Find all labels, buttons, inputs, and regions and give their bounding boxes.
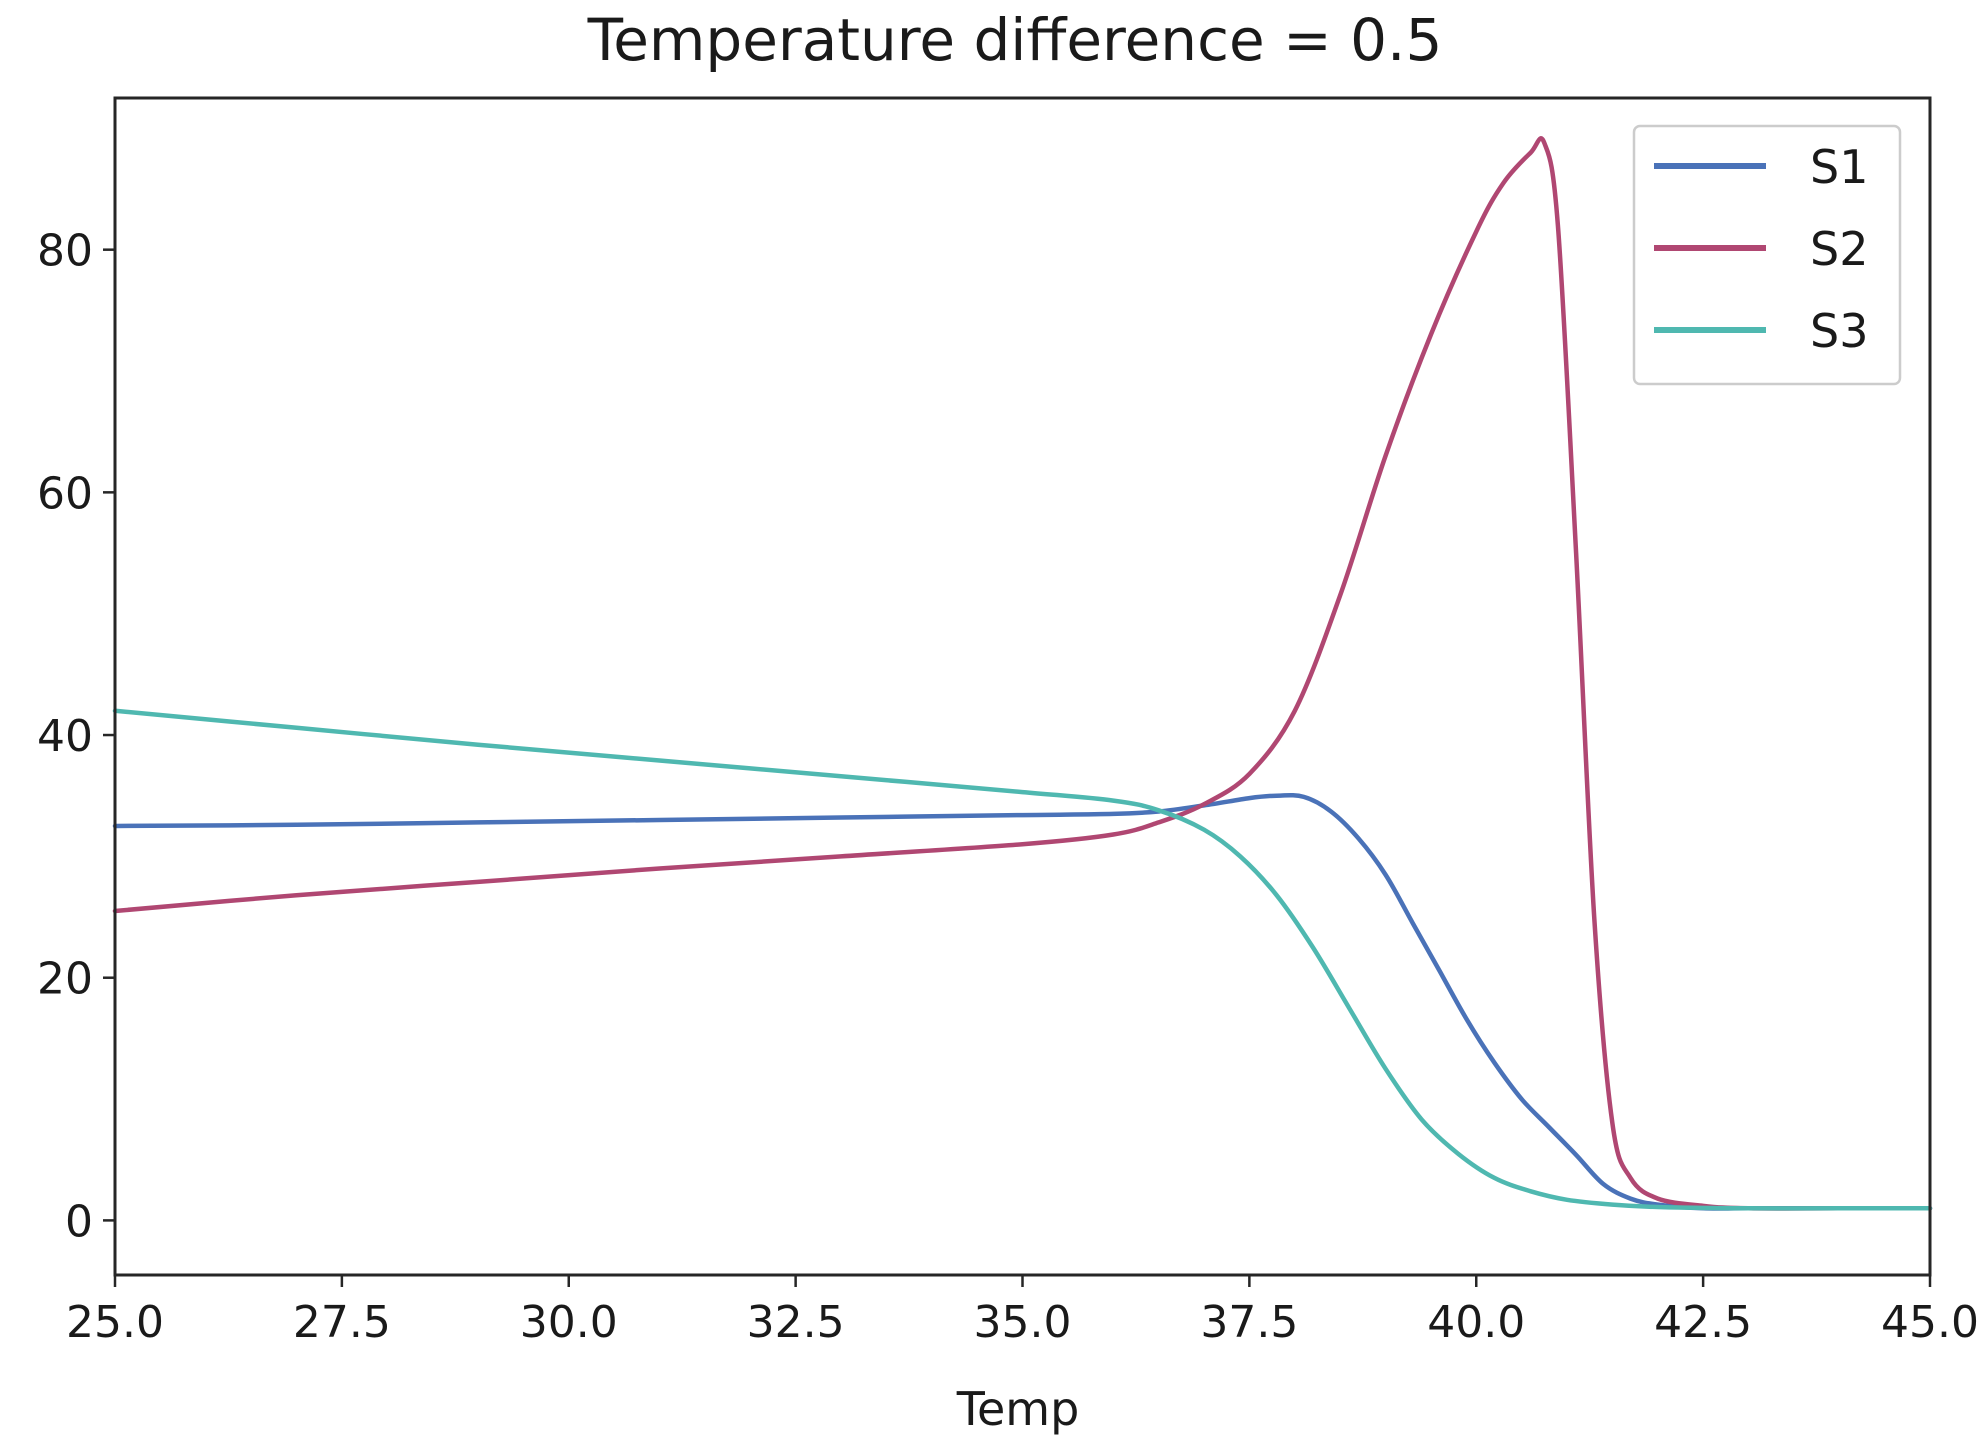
y-tick-label: 60 [37,468,93,519]
x-axis: 25.0 27.5 30.0 32.5 35.0 37.5 40.0 42.5 45.0 [66,1275,1979,1348]
chart-title: Temperature difference = 0.5 [587,6,1443,74]
y-tick-label: 20 [37,954,93,1005]
legend-label-s1: S1 [1810,140,1868,194]
x-tick-label: 30.0 [520,1297,618,1348]
y-tick-label: 40 [37,711,93,762]
legend-label-s3: S3 [1810,304,1868,358]
legend: S1 S2 S3 [1632,124,1902,386]
x-tick-label: 32.5 [747,1297,845,1348]
x-tick-label: 40.0 [1427,1297,1525,1348]
x-tick-label: 25.0 [66,1297,164,1348]
x-tick-label: 42.5 [1654,1297,1752,1348]
legend-box [1632,124,1902,386]
x-tick-label: 35.0 [974,1297,1072,1348]
y-tick-label: 80 [37,226,93,277]
x-tick-label: 45.0 [1881,1297,1979,1348]
y-axis: 0 20 40 60 80 [37,226,115,1247]
y-tick-label: 0 [65,1196,93,1247]
series-line-s1 [112,793,1933,1211]
x-axis-label: Temp [956,1382,1080,1436]
series-line-s2 [112,136,1933,1211]
x-tick-label: 37.5 [1200,1297,1298,1348]
legend-label-s2: S2 [1810,222,1868,276]
x-tick-label: 27.5 [293,1297,391,1348]
series-layer [112,136,1933,1211]
series-line-s3 [112,708,1933,1211]
